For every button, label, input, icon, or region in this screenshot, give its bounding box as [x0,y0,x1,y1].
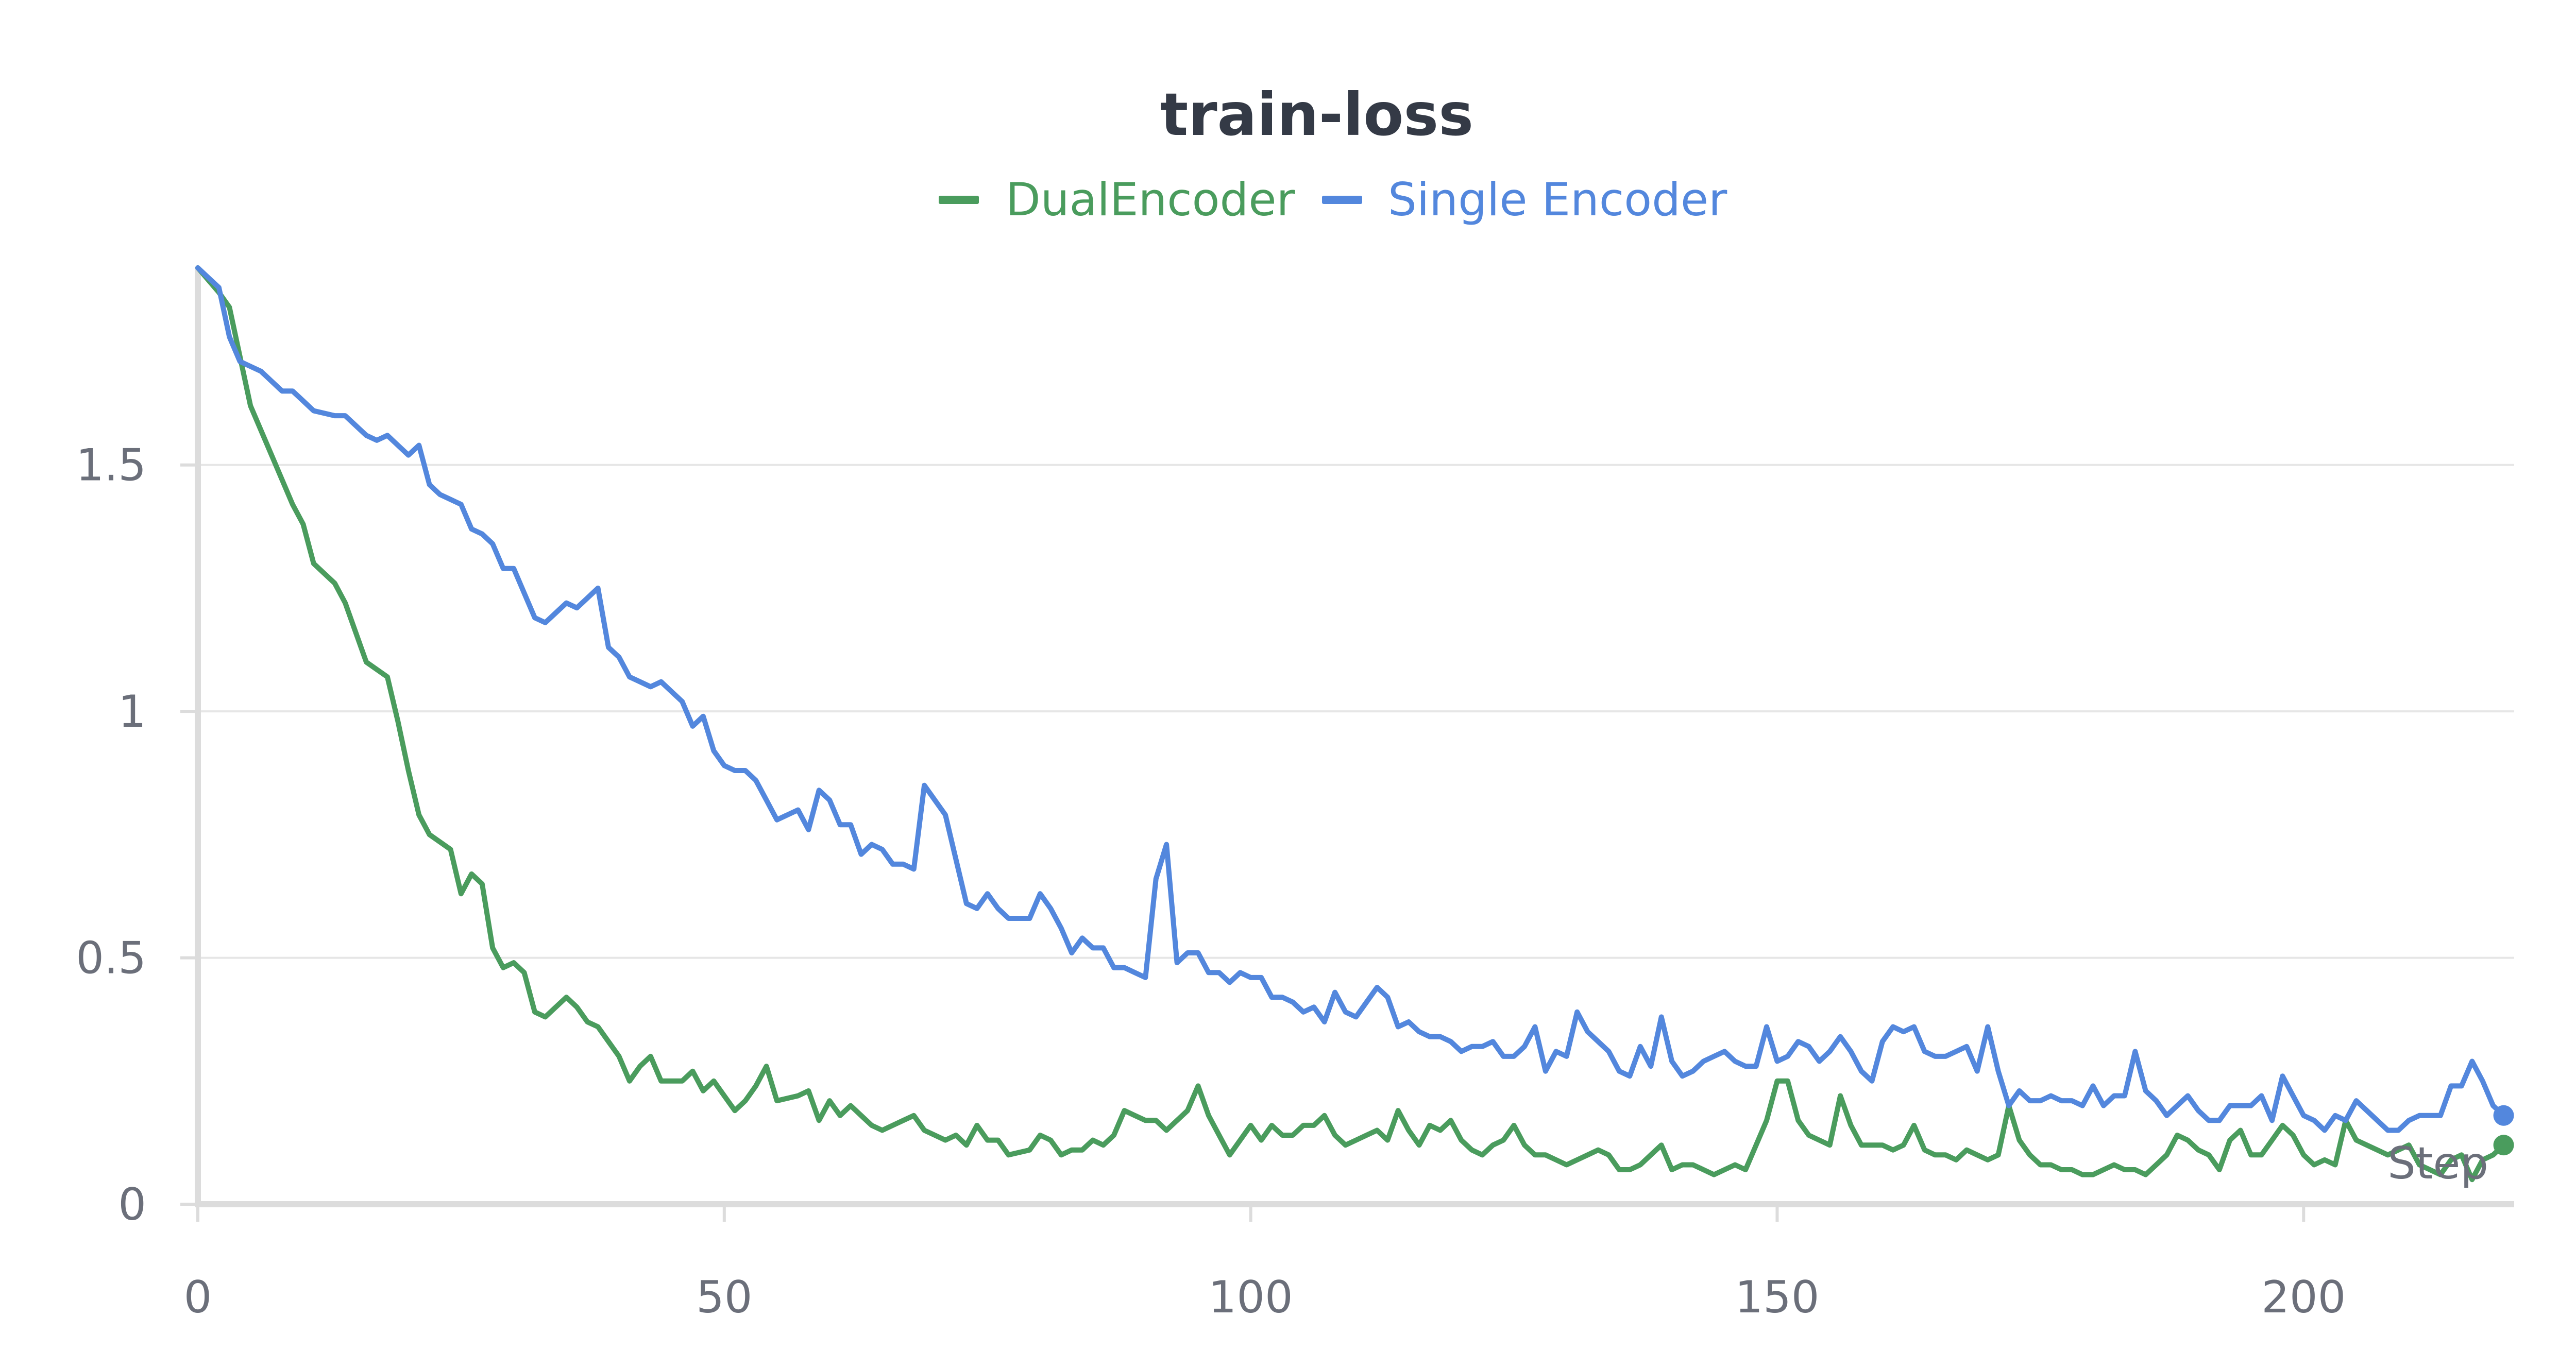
chart-title: train-loss [1160,80,1473,149]
x-tick-label: 150 [1735,1272,1819,1323]
x-tick-label: 100 [1209,1272,1293,1323]
tick-labels: 0 0.5 1 1.5 0 50 100 150 200 [76,440,2346,1323]
y-tick-label: 1.5 [76,440,146,491]
series-end-point-dualencoder [2493,1135,2514,1156]
axes [180,268,2514,1222]
legend-label-single-encoder: Single Encoder [1388,173,1727,226]
series-end-point-single-encoder [2493,1105,2514,1126]
legend-item-dualencoder[interactable]: DualEncoder [939,173,1296,226]
y-tick-label: 0 [118,1179,146,1230]
x-tick-label: 200 [2261,1272,2346,1323]
y-tick-label: 0.5 [76,933,146,984]
series-line-dualencoder[interactable] [195,265,2506,1183]
legend-swatch-single-encoder [1322,196,1362,204]
legend[interactable]: DualEncoder Single Encoder [939,173,1727,226]
y-tick-label: 1 [118,686,146,738]
series-line-single-encoder[interactable] [195,265,2506,1133]
legend-label-dualencoder: DualEncoder [1006,173,1296,226]
series-end-markers [2493,1105,2514,1156]
legend-swatch-dualencoder [939,196,979,204]
x-tick-label: 0 [184,1272,212,1323]
x-tick-label: 50 [696,1272,752,1323]
series-lines[interactable] [195,265,2506,1183]
legend-item-single-encoder[interactable]: Single Encoder [1322,173,1727,226]
gridlines [198,464,2514,959]
x-axis-label: Step [2387,1138,2488,1189]
